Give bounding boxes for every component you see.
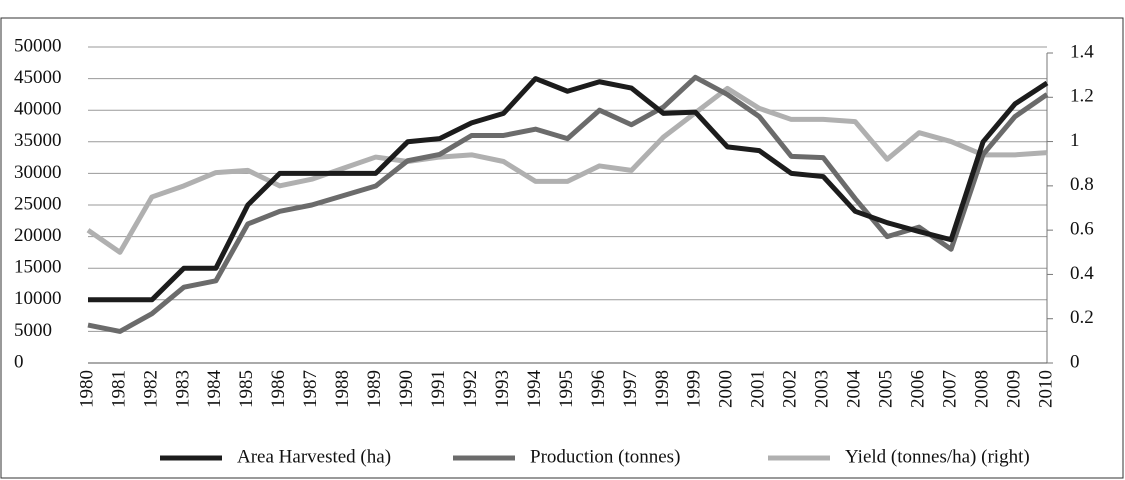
x-tick-label: 2004 (844, 370, 865, 409)
x-tick-label: 1995 (556, 370, 577, 408)
legend-label: Production (tonnes) (530, 446, 680, 467)
x-tick-label: 1996 (588, 370, 609, 408)
y2-tick-label: 1.4 (1070, 41, 1094, 62)
x-tick-label: 2010 (1035, 370, 1056, 408)
y-tick-label: 50000 (14, 35, 62, 56)
x-tick-label: 2000 (716, 370, 737, 408)
x-tick-label: 2005 (876, 370, 897, 408)
series-line (88, 76, 1049, 303)
x-tick-label: 1992 (460, 370, 481, 408)
y2-tick-label: 1 (1070, 130, 1080, 151)
chart-frame (0, 17, 1124, 479)
y2-tick-label: 0 (1070, 351, 1080, 372)
x-tick-label: 1982 (140, 370, 161, 408)
x-tick-label: 2006 (907, 370, 928, 408)
x-tick-label: 1990 (396, 370, 417, 408)
y2-tick-label: 0.8 (1070, 174, 1094, 195)
y2-tick-label: 0.4 (1070, 263, 1094, 284)
x-tick-label: 1994 (524, 370, 545, 409)
x-tick-label: 1986 (268, 370, 289, 408)
x-tick-label: 2008 (971, 370, 992, 408)
x-tick-label: 2002 (780, 370, 801, 408)
x-tick-label: 1998 (652, 370, 673, 408)
y-tick-label: 15000 (14, 257, 62, 278)
x-tick-label: 1981 (108, 370, 129, 408)
x-tick-label: 1997 (620, 370, 641, 408)
x-tick-label: 2001 (748, 370, 769, 408)
series-line (87, 74, 1049, 334)
y2-tick-label: 0.2 (1070, 307, 1094, 328)
y-tick-label: 5000 (14, 320, 52, 341)
x-tick-label: 1983 (172, 370, 193, 408)
series-line (86, 85, 1048, 255)
x-tick-label: 1980 (76, 370, 97, 408)
x-tick-label: 2009 (1003, 370, 1024, 408)
y-tick-label: 30000 (14, 162, 62, 183)
y2-tick-label: 0.6 (1070, 219, 1094, 240)
x-tick-label: 1991 (428, 370, 449, 408)
x-tick-label: 1993 (492, 370, 513, 408)
x-tick-label: 1984 (204, 370, 225, 409)
y-tick-label: 35000 (14, 130, 62, 151)
x-tick-label: 1988 (332, 370, 353, 408)
y-tick-label: 40000 (14, 99, 62, 120)
x-tick-label: 1987 (300, 370, 321, 408)
y-tick-label: 20000 (14, 225, 62, 246)
y2-tick-label: 1.2 (1070, 86, 1094, 107)
x-tick-label: 1985 (236, 370, 257, 408)
x-tick-label: 2003 (812, 370, 833, 408)
legend-label: Yield (tonnes/ha) (right) (845, 446, 1030, 467)
legend-label: Area Harvested (ha) (237, 446, 391, 467)
x-tick-label: 1999 (684, 370, 705, 408)
y-tick-label: 0 (14, 351, 24, 372)
y-tick-label: 10000 (14, 288, 62, 309)
y-tick-label: 25000 (14, 193, 62, 214)
y-tick-label: 45000 (14, 67, 62, 88)
x-tick-label: 1989 (364, 370, 385, 408)
x-tick-label: 2007 (939, 370, 960, 408)
